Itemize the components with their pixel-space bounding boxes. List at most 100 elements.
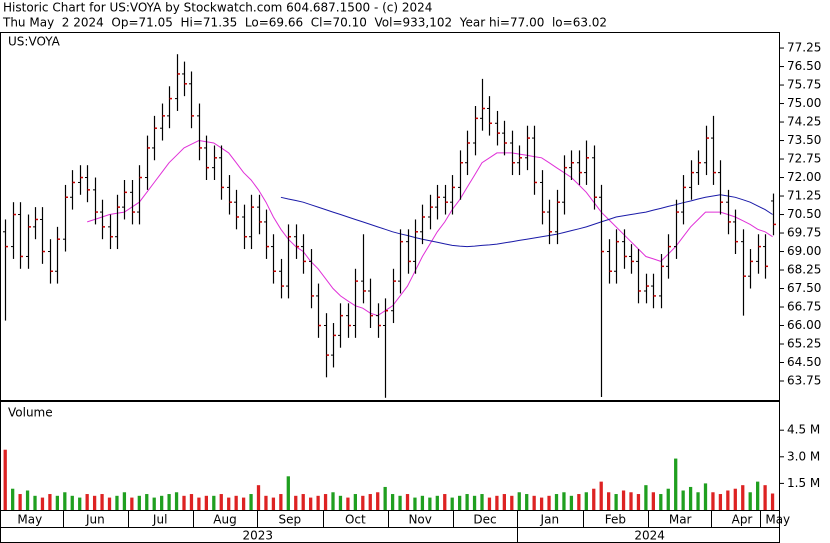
volume-bar [130,497,134,510]
y-tick-label: 69.75 [787,226,821,240]
y-tick-label: 67.50 [787,281,821,295]
x-tick-label: Jun [85,513,105,527]
volume-bar [353,494,357,510]
volume-bar [92,495,97,510]
year-label: 2023 [242,529,273,543]
volume-bar [145,494,149,510]
volume-bar [703,483,708,510]
volume-bar [63,492,67,510]
x-tick-label: Aug [213,513,236,527]
y-tick-label: 74.25 [787,115,821,129]
volume-bar [621,490,626,510]
volume-bar [18,494,22,510]
volume-bar [554,494,559,510]
y-tick-label: 69.00 [787,244,821,258]
y-tick-label: 64.50 [787,355,821,369]
volume-bar [569,495,574,510]
volume-bar [413,497,417,510]
volume-bar [316,495,320,510]
volume-bar [338,495,343,510]
x-tick-label: Mar [669,513,692,527]
volume-bar [480,494,484,510]
volume-bar [323,494,328,510]
volume-bar [234,495,238,510]
volume-bar [584,492,588,510]
volume-bar [651,492,655,510]
x-tick-label: Sep [278,513,301,527]
x-tick-label: May [17,513,42,527]
volume-bar [726,490,730,510]
volume-bar [517,492,521,510]
y-tick-label: 77.25 [787,41,821,55]
volume-bar [607,492,611,510]
x-tick-label: Dec [473,513,496,527]
volume-bar [510,495,514,510]
volume-bar [592,488,596,510]
volume-bar [629,492,633,510]
y-tick-label: 68.25 [787,263,821,277]
y-tick-label: 66.00 [787,318,821,332]
volume-label: Volume [8,406,53,420]
volume-bar [428,497,432,510]
volume-bar [599,481,603,510]
volume-bar [78,497,82,510]
y-tick-label: 72.00 [787,170,821,184]
volume-bar [450,497,454,510]
header-line: Thu May 2 2024 Op=71.05 Hi=71.35 Lo=69.6… [2,16,607,30]
y-tick-label: 71.25 [787,189,821,203]
y-tick-label: 1.5 M [787,476,820,490]
volume-bar [40,497,45,510]
volume-bar [733,488,737,510]
volume-bar [644,485,648,510]
volume-bar [696,492,700,510]
volume-bar [502,494,506,510]
volume-bar [11,488,15,510]
volume-bar [495,495,499,510]
volume-bar [748,492,752,510]
volume-bar [659,494,663,510]
volume-bar [361,495,365,510]
price-frame [0,32,780,401]
volume-bar [212,495,216,510]
volume-bar [25,490,30,510]
volume-bar [741,485,745,510]
volume-bar [249,494,253,510]
volume-bar [472,495,477,510]
volume-bar [443,494,447,510]
volume-bar [189,494,194,510]
year-label: 2024 [634,529,665,543]
volume-bar [256,485,261,510]
volume-bar [48,494,52,510]
volume-bar [197,497,201,510]
y-tick-label: 75.00 [787,96,821,110]
volume-bar [756,481,760,510]
y-tick-label: 75.75 [787,78,821,92]
moving-average [280,194,773,248]
volume-bar [376,492,380,510]
x-tick-label: Jan [540,513,560,527]
y-tick-label: 63.75 [787,374,821,388]
volume-bar [160,495,164,510]
volume-bar [152,497,156,510]
x-tick-label: Jul [152,513,167,527]
volume-bar [100,494,104,510]
volume-bar [227,497,231,510]
volume-bar [241,497,246,510]
volume-bar [674,458,678,510]
volume-bar [458,495,462,510]
y-tick-label: 4.5 M [787,423,820,437]
volume-bar [174,492,179,510]
volume-bar [763,485,767,510]
volume-bar [301,494,305,510]
volume-bar [85,494,89,510]
volume-bar [390,494,395,510]
volume-bar [666,488,670,510]
volume-frame [0,401,780,511]
volume-bar [309,497,313,510]
volume-bar [562,492,566,510]
symbol-label: US:VOYA [8,35,61,49]
volume-bar [70,495,74,510]
volume-bar [718,494,723,510]
volume-bar [286,476,290,510]
